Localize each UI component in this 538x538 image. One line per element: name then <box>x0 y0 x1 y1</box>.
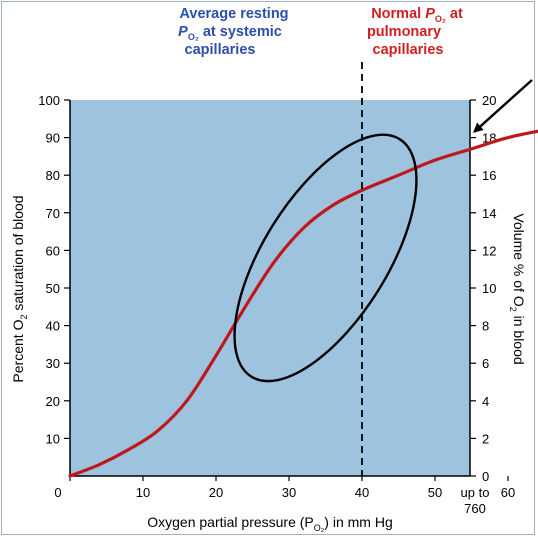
x-tick-label-up-to: up to <box>461 485 490 500</box>
y2-tick-label-6: 6 <box>482 356 489 371</box>
pulmonary-label-line1: Normal PO₂ at <box>371 6 463 24</box>
x-tick-label-20: 20 <box>209 485 223 500</box>
y2-tick-label-8: 8 <box>482 319 489 334</box>
y2-tick-label-16: 16 <box>482 168 496 183</box>
y-tick-label-70: 70 <box>46 206 60 221</box>
highlight-ellipse <box>233 133 418 383</box>
y-tick-label-60: 60 <box>46 243 60 258</box>
y2-tick-label-12: 12 <box>482 243 496 258</box>
y-tick-label-80: 80 <box>46 168 60 183</box>
region-0 <box>70 100 470 476</box>
y-tick-label-50: 50 <box>46 281 60 296</box>
x-tick-label-760: 760 <box>464 501 486 516</box>
y2-tick-label-0: 0 <box>482 469 489 484</box>
y-tick-label-90: 90 <box>46 131 60 146</box>
y2-tick-label-4: 4 <box>482 394 489 409</box>
x-tick-label-60: 60 <box>501 485 515 500</box>
x-tick-label-30: 30 <box>282 485 296 500</box>
y2-tick-label-20: 20 <box>482 93 496 108</box>
callout-arrow <box>473 79 533 133</box>
y-tick-label-100: 100 <box>38 93 60 108</box>
x-tick-label-40: 40 <box>355 485 369 500</box>
x-axis-title: Oxygen partial pressure (PO₂) in mm Hg <box>147 514 392 533</box>
y-tick-label-10: 10 <box>46 431 60 446</box>
y-tick-label-30: 30 <box>46 356 60 371</box>
y2-tick-label-10: 10 <box>482 281 496 296</box>
y-axis-title-left: Percent O2 saturation of blood <box>10 195 29 382</box>
y-tick-label-40: 40 <box>46 319 60 334</box>
y-axis-title-right: Volume % of O2 in blood <box>508 213 527 364</box>
systemic-label-line1: Average resting <box>179 6 288 22</box>
y2-tick-label-14: 14 <box>482 206 496 221</box>
systemic-label-line2: PO₂ at systemic <box>178 24 282 42</box>
pulmonary-label-line3: capillaries <box>373 42 444 58</box>
systemic-label-line3: capillaries <box>185 42 256 58</box>
x-tick-label-50: 50 <box>428 485 442 500</box>
x-tick-label-10: 10 <box>136 485 150 500</box>
x-tick-label-0: 0 <box>54 485 61 500</box>
y2-tick-label-2: 2 <box>482 431 489 446</box>
y-tick-label-20: 20 <box>46 394 60 409</box>
pulmonary-label-line2: pulmonary <box>367 24 441 40</box>
